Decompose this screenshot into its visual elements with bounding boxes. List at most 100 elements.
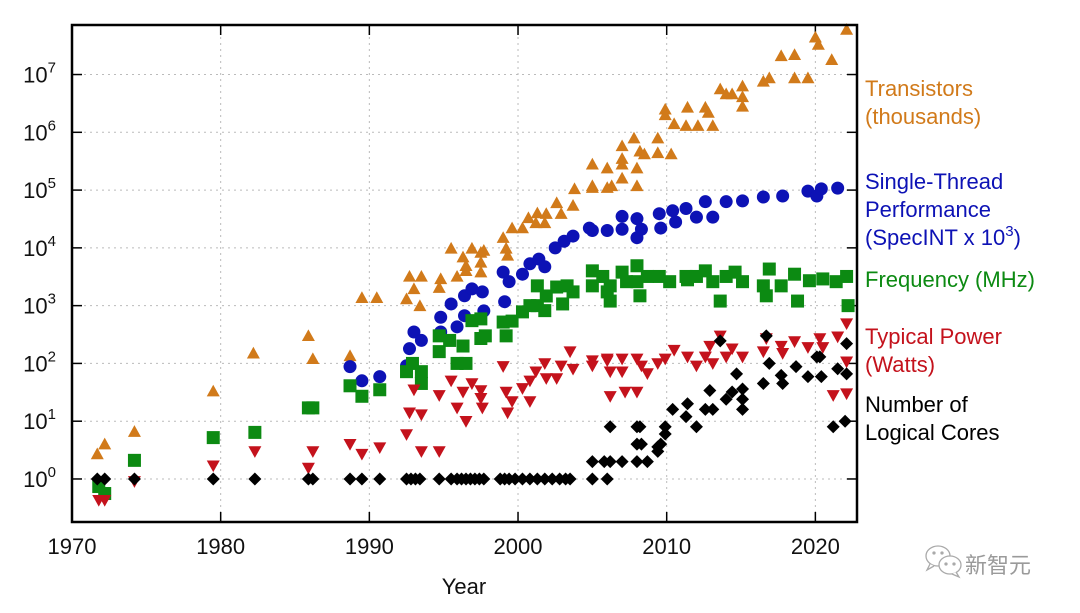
power-point bbox=[706, 358, 720, 370]
cores-point bbox=[90, 472, 104, 486]
power-point bbox=[343, 438, 357, 451]
frequency-point bbox=[499, 329, 513, 343]
transistors-point bbox=[459, 264, 473, 277]
cores-point bbox=[600, 472, 614, 486]
transistors-point bbox=[343, 349, 357, 362]
frequency-point bbox=[706, 275, 720, 289]
transistors-point bbox=[407, 282, 421, 295]
frequency-point bbox=[306, 401, 320, 415]
power-point bbox=[840, 318, 854, 331]
cores-point bbox=[585, 472, 599, 486]
cores-point bbox=[477, 472, 491, 486]
power-point bbox=[523, 396, 537, 408]
cores-point bbox=[706, 402, 720, 416]
power-point bbox=[585, 360, 599, 373]
cores-point bbox=[615, 455, 629, 469]
power-point bbox=[407, 384, 421, 397]
cores-point bbox=[603, 455, 617, 469]
y-tick-label: 100 bbox=[23, 464, 56, 492]
power-point bbox=[459, 415, 473, 428]
transistors-point bbox=[499, 241, 513, 254]
cores-point bbox=[127, 472, 141, 486]
cores-point bbox=[736, 382, 750, 396]
series-single_thread bbox=[343, 181, 845, 388]
cores-point bbox=[413, 472, 427, 486]
transistors-point bbox=[568, 182, 582, 195]
single_thread-point bbox=[719, 195, 733, 209]
frequency-point bbox=[713, 294, 727, 308]
frequency-point bbox=[355, 389, 369, 403]
cores-point bbox=[756, 376, 770, 390]
transistors-point bbox=[788, 48, 802, 60]
power-point bbox=[703, 340, 717, 353]
power-point bbox=[432, 390, 446, 402]
transistors-point bbox=[539, 207, 553, 219]
transistors-point bbox=[90, 447, 104, 460]
transistors-point bbox=[566, 199, 580, 211]
power-point bbox=[618, 386, 632, 399]
single_thread-point bbox=[343, 360, 357, 374]
transistors-point bbox=[679, 119, 693, 131]
frequency-point bbox=[443, 333, 457, 347]
transistors-point bbox=[615, 139, 629, 152]
cores-point bbox=[603, 420, 617, 434]
cores-point bbox=[789, 360, 803, 374]
label-cores: Number of Logical Cores bbox=[865, 392, 1000, 445]
single_thread-point bbox=[407, 325, 421, 339]
x-axis-ticks: 1970 1980 1990 2000 2010 2020 bbox=[48, 25, 840, 559]
transistors-point bbox=[630, 161, 644, 174]
power-point bbox=[600, 353, 614, 366]
frequency-point bbox=[663, 275, 677, 289]
power-point bbox=[301, 462, 315, 475]
transistors-point bbox=[615, 157, 629, 170]
power-point bbox=[788, 336, 802, 348]
y-tick-label: 104 bbox=[23, 233, 56, 261]
power-point bbox=[515, 383, 529, 395]
cores-point bbox=[730, 367, 744, 381]
y-tick-label: 107 bbox=[23, 60, 56, 88]
frequency-point bbox=[538, 304, 552, 318]
power-point bbox=[640, 368, 654, 380]
cores-point bbox=[736, 402, 750, 416]
transistors-point bbox=[725, 87, 739, 100]
single_thread-point bbox=[496, 265, 510, 279]
cores-point bbox=[840, 367, 854, 381]
power-point bbox=[776, 348, 790, 360]
transistors-point bbox=[701, 106, 715, 118]
transistors-point bbox=[788, 71, 802, 84]
cores-point bbox=[658, 420, 672, 434]
cores-point bbox=[719, 392, 733, 406]
single_thread-point bbox=[566, 229, 580, 243]
transistors-point bbox=[370, 291, 384, 303]
frequency-point bbox=[633, 289, 647, 303]
power-point bbox=[475, 402, 489, 415]
power-point bbox=[465, 378, 479, 390]
frequency-point bbox=[414, 365, 428, 379]
cores-point bbox=[826, 420, 840, 434]
power-point bbox=[474, 385, 488, 397]
cores-point bbox=[713, 334, 727, 348]
cores-point bbox=[545, 472, 559, 486]
cores-point bbox=[306, 472, 320, 486]
transistors-point bbox=[496, 231, 510, 243]
transistors-point bbox=[664, 147, 678, 160]
single_thread-point bbox=[615, 222, 629, 236]
transistors-point bbox=[585, 179, 599, 192]
cores-point bbox=[98, 472, 112, 486]
cores-point bbox=[515, 472, 529, 486]
power-point bbox=[813, 333, 827, 345]
power-point bbox=[355, 448, 369, 461]
transistors-point bbox=[706, 119, 720, 131]
transistors-point bbox=[432, 281, 446, 293]
frequency-point bbox=[603, 294, 617, 308]
cores-point bbox=[681, 397, 695, 411]
transistors-point bbox=[444, 241, 458, 254]
transistors-point bbox=[550, 196, 564, 209]
transistors-point bbox=[521, 211, 535, 224]
transistors-point bbox=[400, 292, 414, 305]
transistors-point bbox=[774, 49, 788, 62]
transistors-point bbox=[615, 171, 629, 184]
transistors-point bbox=[651, 131, 665, 144]
cores-point bbox=[640, 455, 654, 469]
single_thread-point bbox=[444, 297, 458, 311]
